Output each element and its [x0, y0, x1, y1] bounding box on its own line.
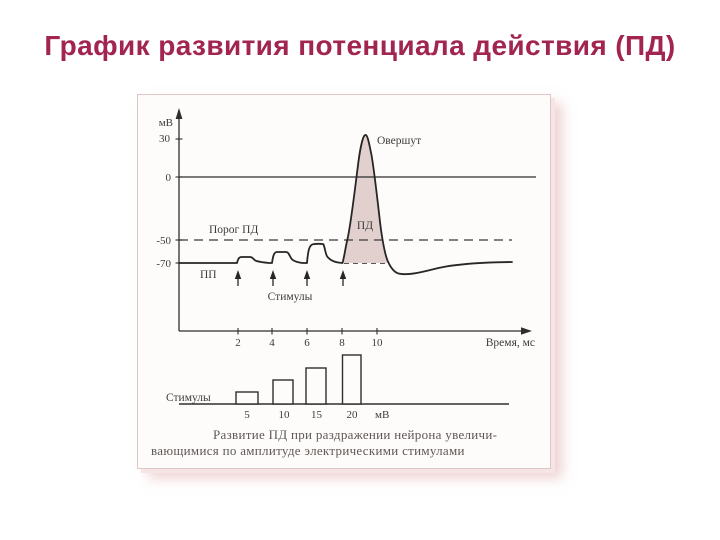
caption-line-2: вающимися по амплитуде электрическими ст…	[151, 442, 465, 458]
stimulus-pulses	[235, 354, 362, 405]
stimuli-label-lower: Стимулы	[166, 392, 211, 404]
stim-amp-15: 15	[311, 409, 323, 421]
figure-caption: Развитие ПД при раздражении нейрона увел…	[151, 427, 545, 458]
x-tick-10: 10	[372, 337, 384, 349]
stim-amp-20: 20	[347, 409, 359, 421]
page-title: График развития потенциала действия (ПД)	[44, 30, 676, 61]
stim-amp-10: 10	[279, 409, 291, 421]
threshold-label: Порог ПД	[209, 224, 258, 236]
x-tick-4: 4	[269, 337, 275, 349]
x-tick-8: 8	[339, 337, 345, 349]
figure-panel: мВ 30 0 -50 -70 Порог ПД ПП ПД Овершут С…	[137, 94, 551, 469]
stimulus-pulse	[272, 379, 294, 405]
stimulus-arrow	[234, 270, 242, 286]
stimulus-pulse	[341, 354, 362, 405]
stimulus-pulse	[235, 391, 259, 405]
stimulus-arrows	[234, 270, 347, 286]
x-axis-arrow-icon	[521, 327, 532, 335]
resting-potential-label: ПП	[200, 269, 217, 281]
ap-label: ПД	[357, 220, 373, 232]
y-axis-arrow-icon	[175, 108, 183, 119]
stimulus-pulse	[305, 367, 327, 405]
x-tick-marks	[237, 328, 378, 335]
x-tick-6: 6	[304, 337, 310, 349]
y-tick-minus50: -50	[156, 235, 171, 247]
y-tick-30: 30	[159, 133, 171, 145]
stim-unit-label: мВ	[375, 409, 389, 421]
caption-line-1: Развитие ПД при раздражении нейрона увел…	[213, 427, 498, 442]
stimulus-arrow	[339, 270, 347, 286]
x-axis-label: Время, мс	[486, 337, 535, 349]
x-tick-2: 2	[235, 337, 241, 349]
stimuli-label-upper: Стимулы	[268, 291, 313, 303]
y-unit-label: мВ	[159, 117, 173, 129]
ap-spike-fill	[343, 135, 389, 263]
overshoot-label: Овершут	[377, 135, 421, 147]
stim-amp-5: 5	[244, 409, 250, 421]
y-tick-minus70: -70	[156, 258, 171, 270]
y-tick-0: 0	[166, 172, 172, 184]
membrane-potential-trace	[178, 134, 513, 276]
stimulus-arrow	[303, 270, 311, 286]
stimulus-arrow	[269, 270, 277, 286]
action-potential-chart: мВ 30 0 -50 -70 Порог ПД ПП ПД Овершут С…	[156, 108, 536, 421]
